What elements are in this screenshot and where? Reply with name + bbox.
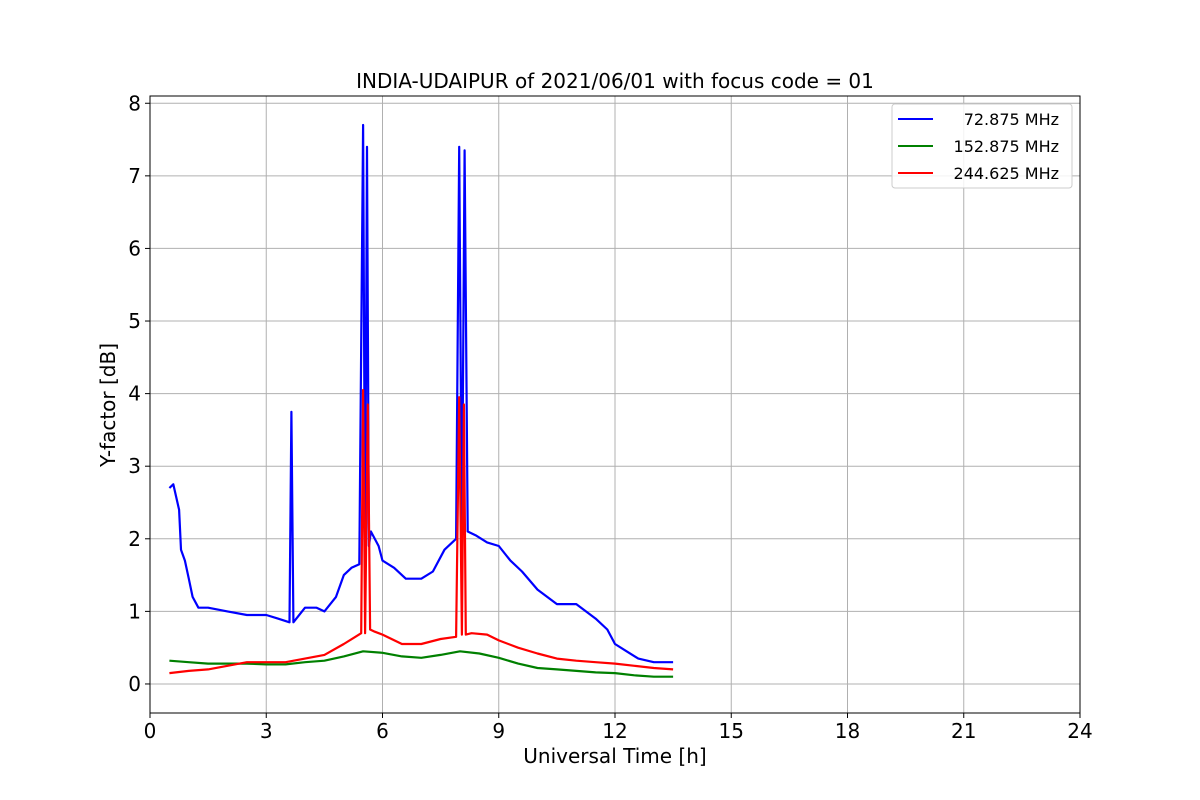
y-tick-label: 0 bbox=[128, 672, 141, 696]
x-tick-label: 24 bbox=[1067, 719, 1092, 743]
legend: 72.875 MHz 152.875 MHz 244.625 MHz bbox=[891, 103, 1073, 189]
y-tick-label: 8 bbox=[128, 91, 141, 115]
y-axis-label: Y-factor [dB] bbox=[96, 343, 120, 468]
x-tick-label: 18 bbox=[835, 719, 860, 743]
legend-label: 152.875 MHz bbox=[954, 137, 1059, 156]
series-line-3 bbox=[169, 388, 674, 675]
y-tick-label: 3 bbox=[128, 454, 141, 478]
series-layer bbox=[168, 123, 674, 678]
y-tick-label: 4 bbox=[128, 382, 141, 406]
y-tick-label: 5 bbox=[128, 309, 141, 333]
series-line-2 bbox=[169, 650, 674, 678]
legend-label: 244.625 MHz bbox=[954, 164, 1059, 183]
x-tick-label: 12 bbox=[602, 719, 627, 743]
y-tick-label: 1 bbox=[128, 599, 141, 623]
legend-box bbox=[891, 103, 1073, 189]
legend-label: 72.875 MHz bbox=[964, 110, 1059, 129]
y-tick-label: 7 bbox=[128, 164, 141, 188]
x-tick-label: 21 bbox=[951, 719, 976, 743]
x-tick-label: 3 bbox=[260, 719, 273, 743]
x-tick-label: 9 bbox=[492, 719, 505, 743]
series-line-1 bbox=[168, 123, 674, 664]
y-tick-label: 2 bbox=[128, 527, 141, 551]
x-tick-label: 15 bbox=[719, 719, 744, 743]
x-tick-label: 0 bbox=[144, 719, 157, 743]
chart-title: INDIA-UDAIPUR of 2021/06/01 with focus c… bbox=[356, 69, 874, 93]
y-tick-label: 6 bbox=[128, 236, 141, 260]
x-axis-label: Universal Time [h] bbox=[523, 744, 706, 768]
x-tick-label: 6 bbox=[376, 719, 389, 743]
